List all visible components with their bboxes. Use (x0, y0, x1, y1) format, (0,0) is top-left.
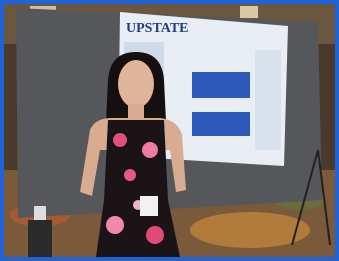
stand (28, 220, 52, 257)
dress-flower (142, 142, 158, 158)
cup-in-hand (140, 196, 158, 216)
cup (34, 206, 46, 220)
poster-table (192, 112, 250, 136)
poster-column (255, 50, 281, 150)
neck (128, 104, 144, 118)
wall-sign (240, 6, 258, 18)
dress-flower (106, 216, 124, 234)
poster-logo: UPSTATE (126, 21, 189, 36)
face (118, 60, 154, 108)
photo: UPSTATE (0, 0, 339, 261)
dress-flower (124, 169, 136, 181)
dress-flower (146, 226, 164, 244)
poster-table (192, 72, 250, 98)
dress-flower (113, 133, 127, 147)
